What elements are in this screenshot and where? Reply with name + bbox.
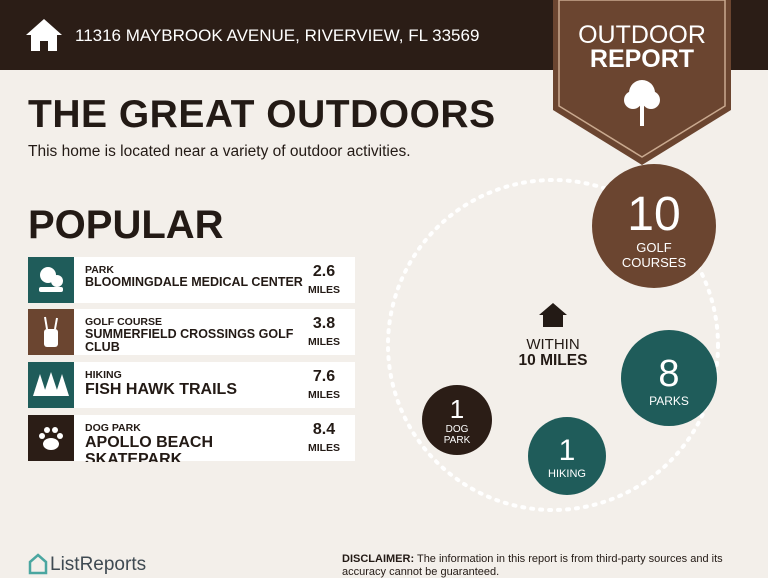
radius-ring [386, 178, 720, 512]
badge-line2: REPORT [589, 45, 695, 73]
item-distance: 7.6 [312, 368, 336, 385]
item-unit: MILES [307, 442, 341, 454]
item-unit: MILES [307, 389, 341, 401]
circle-count: 1 [449, 394, 465, 424]
item-name: BLOOMINGDALE MEDICAL CENTER [85, 275, 303, 289]
circle-label: PARKS [649, 394, 689, 408]
item-category: PARK [85, 264, 114, 276]
item-name: FISH HAWK TRAILS [85, 381, 237, 398]
report-badge [553, 0, 731, 165]
list-item: DOG PARK APOLLO BEACH SKATEPARK 8.4 MILE… [28, 415, 355, 462]
dog-park-circle: 1 DOG PARK [422, 385, 492, 455]
dog-park-icon [28, 415, 74, 461]
popular-title: POPULAR [28, 203, 224, 247]
item-name: APOLLO BEACH SKATEPARK [85, 434, 213, 462]
item-distance: 8.4 [312, 421, 336, 438]
circle-label: HIKING [548, 468, 586, 480]
popular-list: PARK BLOOMINGDALE MEDICAL CENTER 2.6 MIL… [28, 257, 358, 462]
item-category: HIKING [85, 369, 122, 381]
circle-count: 8 [658, 353, 680, 395]
disclaimer-text: The information in this report is from t… [342, 553, 723, 578]
home-icon [26, 19, 62, 51]
hiking-icon [28, 362, 74, 408]
item-distance: 3.8 [312, 315, 336, 332]
circle-label: GOLF COURSES [621, 240, 687, 270]
circle-count: 10 [627, 188, 681, 241]
address: 11316 MAYBROOK AVENUE, RIVERVIEW, FL 335… [75, 26, 480, 45]
subtitle: This home is located near a variety of o… [28, 143, 411, 160]
list-item: GOLF COURSE SUMMERFIELD CROSSINGS GOLF C… [28, 309, 355, 355]
golf-icon [28, 309, 74, 355]
badge-line1: OUTDOOR [578, 21, 706, 49]
list-item: HIKING FISH HAWK TRAILS 7.6 MILES [28, 362, 355, 408]
title: THE GREAT OUTDOORS [28, 93, 496, 136]
disclaimer: DISCLAIMER: The information in this repo… [342, 553, 752, 578]
item-unit: MILES [307, 284, 341, 296]
circle-label: DOG PARK [443, 424, 471, 446]
item-unit: MILES [307, 336, 341, 348]
item-name: SUMMERFIELD CROSSINGS GOLF CLUB [85, 327, 294, 354]
item-distance: 2.6 [312, 263, 336, 280]
circle-count: 1 [558, 434, 576, 467]
within-distance: 10 MILES [518, 352, 588, 369]
disclaimer-label: DISCLAIMER: [342, 553, 415, 565]
golf-circle: 10 GOLF COURSES [592, 164, 716, 288]
within-label: WITHIN [526, 336, 580, 353]
hiking-circle: 1 HIKING [528, 417, 606, 495]
logo: ListReports [50, 554, 147, 575]
item-category: GOLF COURSE [85, 316, 163, 328]
park-icon [28, 257, 74, 303]
logo-icon [28, 553, 48, 575]
list-item: PARK BLOOMINGDALE MEDICAL CENTER 2.6 MIL… [28, 257, 355, 303]
parks-circle: 8 PARKS [621, 330, 717, 426]
item-category: DOG PARK [85, 422, 141, 434]
